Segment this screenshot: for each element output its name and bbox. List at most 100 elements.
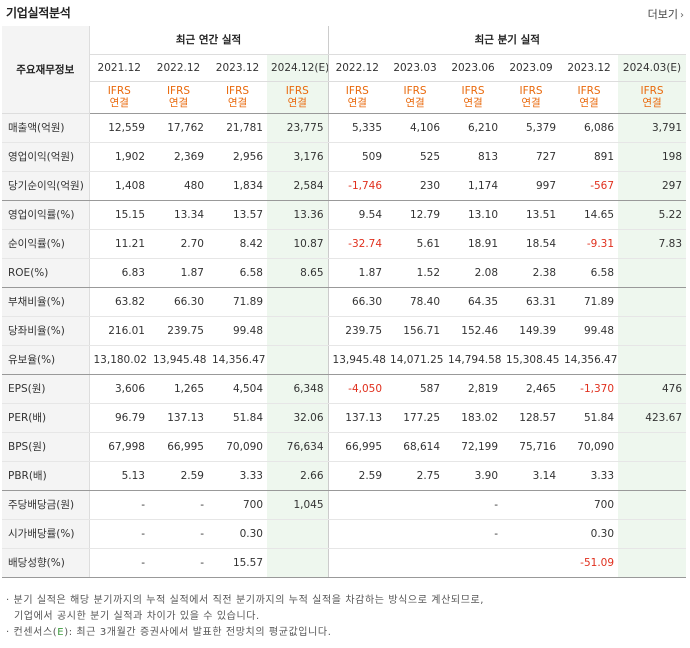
table-row: 시가배당률(%) - -0.30-0.30 — [2, 519, 687, 549]
value-cell: 700 — [208, 490, 267, 520]
value-cell: 1.87 — [149, 258, 208, 288]
value-cell: 96.79 — [89, 403, 149, 433]
value-cell: 13,180.02 — [89, 345, 149, 375]
period-header: 2021.12 — [89, 54, 149, 82]
value-cell — [386, 519, 445, 549]
value-cell — [618, 519, 687, 549]
quarter-group-header: 최근 분기 실적 — [328, 26, 687, 55]
value-cell: 14,356.47 — [208, 345, 267, 375]
value-cell: 0.30 — [560, 519, 619, 549]
value-cell: 997 — [502, 171, 561, 201]
chevron-right-icon: › — [680, 10, 684, 21]
value-cell: 15.15 — [89, 200, 149, 230]
value-cell — [618, 490, 687, 520]
value-cell: 3,176 — [267, 142, 329, 172]
value-cell: 2,584 — [267, 171, 329, 201]
value-cell: 6.83 — [89, 258, 149, 288]
value-cell: 15,308.45 — [502, 345, 561, 375]
value-cell: 727 — [502, 142, 561, 172]
value-cell: 8.42 — [208, 229, 267, 259]
value-cell: 476 — [618, 374, 687, 404]
value-cell: 1,902 — [89, 142, 149, 172]
row-label: 배당성향(%) — [2, 548, 90, 578]
value-cell: 99.48 — [208, 316, 267, 346]
value-cell: 11.21 — [89, 229, 149, 259]
value-cell: 2.38 — [502, 258, 561, 288]
value-cell: 66.30 — [149, 287, 208, 317]
row-label: 시가배당률(%) — [2, 519, 90, 549]
value-cell: -567 — [560, 171, 619, 201]
table-row: EPS(원) 3,606 1,265 4,504 6,348 -4,050 587 2,819… — [2, 374, 687, 404]
value-cell — [618, 345, 687, 375]
period-header: 2023.12 — [208, 54, 267, 82]
value-cell: 9.54 — [328, 200, 387, 230]
value-cell: 66.30 — [328, 287, 387, 317]
value-cell — [444, 548, 503, 578]
value-cell: 14.65 — [560, 200, 619, 230]
value-cell — [386, 548, 445, 578]
value-cell: 1,265 — [149, 374, 208, 404]
value-cell: 70,090 — [208, 432, 267, 462]
value-cell: 3.33 — [208, 461, 267, 491]
annual-group-header: 최근 연간 실적 — [89, 26, 329, 55]
more-link[interactable]: 더보기 › — [648, 6, 684, 22]
value-cell: 2.70 — [149, 229, 208, 259]
footnote-1: · 분기 실적은 해당 분기까지의 누적 실적에서 직전 분기까지의 누적 실적… — [6, 595, 485, 606]
value-cell: 2.59 — [328, 461, 387, 491]
value-cell: 51.84 — [560, 403, 619, 433]
value-cell: 14,794.58 — [444, 345, 503, 375]
value-cell — [267, 519, 329, 549]
value-cell: 1,174 — [444, 171, 503, 201]
value-cell: 525 — [386, 142, 445, 172]
basis-cell: IFRS 연결 — [386, 81, 445, 114]
value-cell: 4,504 — [208, 374, 267, 404]
row-label: PER(배) — [2, 403, 90, 433]
value-cell: 5.61 — [386, 229, 445, 259]
value-cell: 12.79 — [386, 200, 445, 230]
value-cell — [502, 548, 561, 578]
value-cell — [502, 490, 561, 520]
table-row: 배당성향(%) - -15.57 -51.09 — [2, 548, 687, 578]
value-cell: 137.13 — [149, 403, 208, 433]
footnote-2: · 컨센서스(E): 최근 3개월간 증권사에서 발표한 전망치의 평균값입니다… — [6, 625, 484, 641]
value-cell: 156.71 — [386, 316, 445, 346]
value-cell: - — [444, 490, 503, 520]
value-cell: 0.30 — [208, 519, 267, 549]
value-cell: 3,791 — [618, 113, 687, 143]
value-cell: 2.08 — [444, 258, 503, 288]
value-cell: - — [89, 490, 149, 520]
value-cell: 1,045 — [267, 490, 329, 520]
value-cell: 4,106 — [386, 113, 445, 143]
footnote-1-cont: 기업에서 공시한 분기 실적과 차이가 있을 수 있습니다. — [14, 611, 260, 622]
value-cell: 78.40 — [386, 287, 445, 317]
row-label: 부채비율(%) — [2, 287, 90, 317]
value-cell: -4,050 — [328, 374, 387, 404]
table-row: ROE(%) 6.83 1.87 6.58 8.65 1.87 1.52 2.08 2.38 6.… — [2, 258, 687, 288]
value-cell: 2.75 — [386, 461, 445, 491]
value-cell — [267, 548, 329, 578]
value-cell — [618, 287, 687, 317]
value-cell: 3,606 — [89, 374, 149, 404]
table-row: 당기순이익(억원) 1,408 480 1,834 2,584 -1,746 230 1,17… — [2, 171, 687, 201]
value-cell: 813 — [444, 142, 503, 172]
value-cell: 63.82 — [89, 287, 149, 317]
row-label: 영업이익(억원) — [2, 142, 90, 172]
footnotes: · 분기 실적은 해당 분기까지의 누적 실적에서 직전 분기까지의 누적 실적… — [6, 593, 484, 641]
value-cell: 6,348 — [267, 374, 329, 404]
value-cell: 198 — [618, 142, 687, 172]
value-cell: 71.89 — [560, 287, 619, 317]
value-cell: -1,746 — [328, 171, 387, 201]
period-header-estimate: 2024.03(E) — [618, 54, 687, 82]
value-cell: 5,379 — [502, 113, 561, 143]
value-cell: 3.90 — [444, 461, 503, 491]
value-cell: 8.65 — [267, 258, 329, 288]
value-cell: 423.67 — [618, 403, 687, 433]
value-cell: -32.74 — [328, 229, 387, 259]
basis-cell: IFRS 연결 — [328, 81, 387, 114]
value-cell: - — [444, 519, 503, 549]
row-label: BPS(원) — [2, 432, 90, 462]
value-cell: 99.48 — [560, 316, 619, 346]
value-cell: 70,090 — [560, 432, 619, 462]
value-cell: - — [89, 548, 149, 578]
value-cell: 13.57 — [208, 200, 267, 230]
